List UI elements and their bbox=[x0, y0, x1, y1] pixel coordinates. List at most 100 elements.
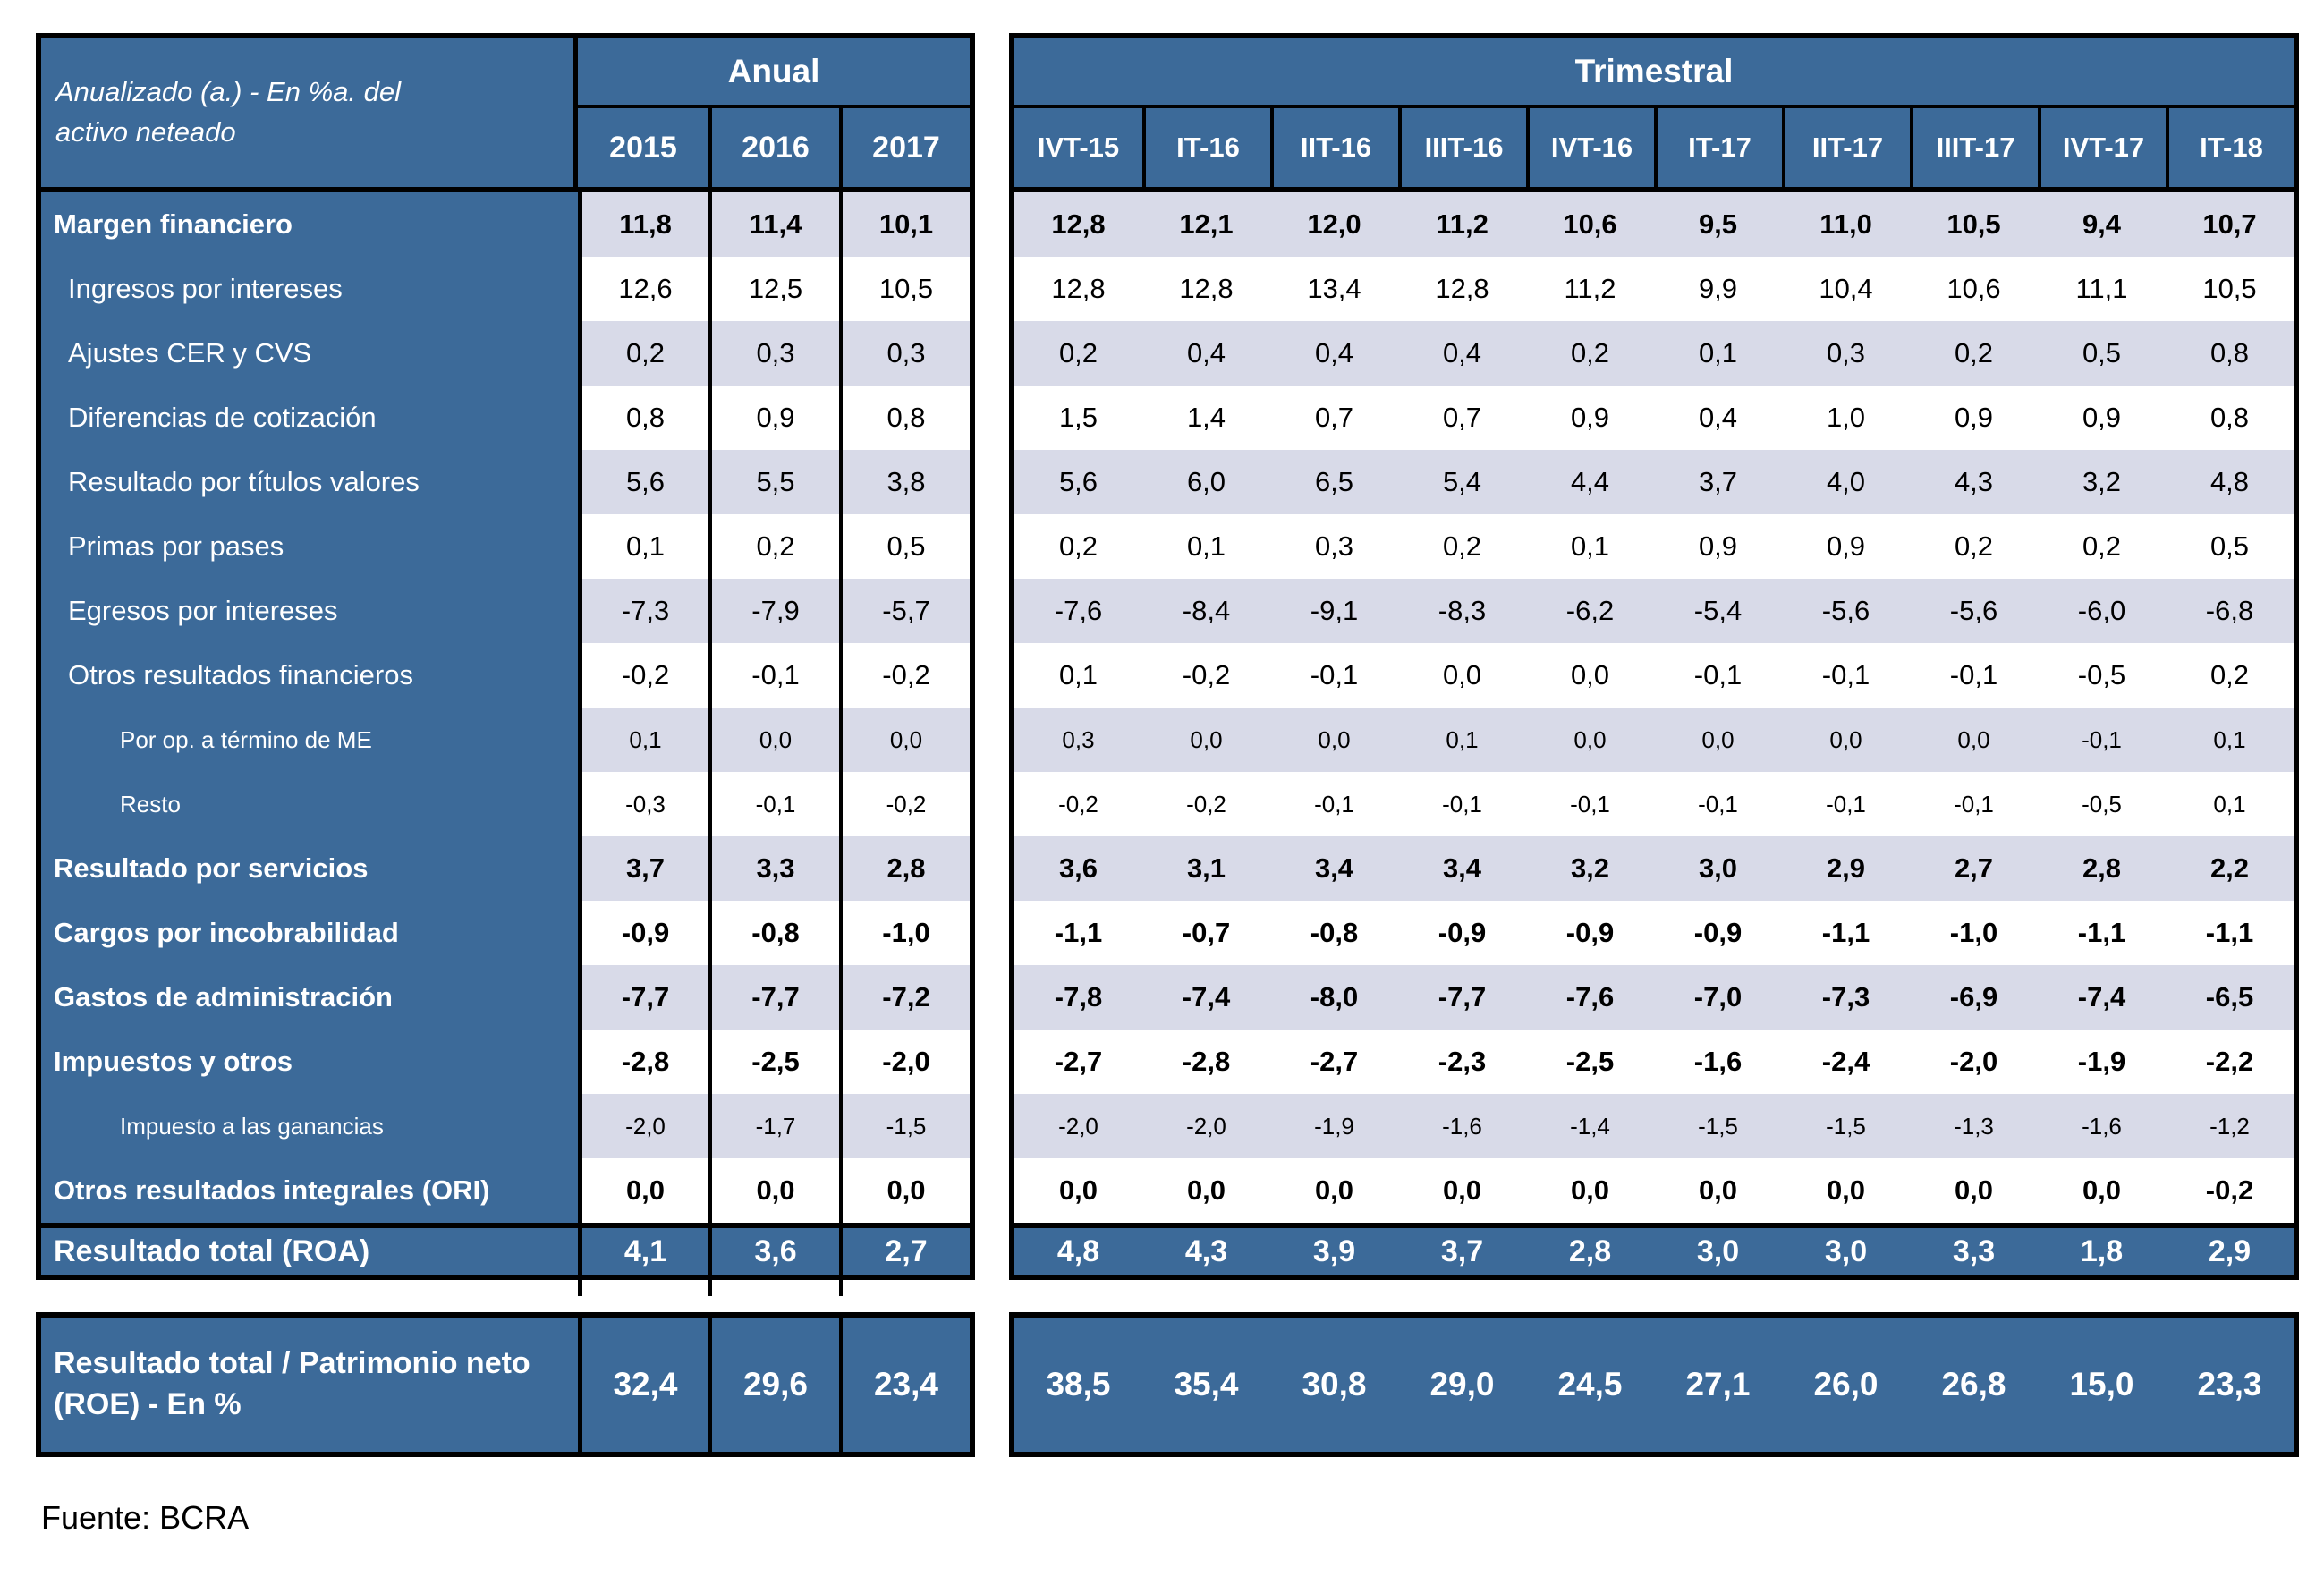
value-cell: 3,7 bbox=[578, 836, 708, 901]
value-cell: -2,5 bbox=[1526, 1030, 1654, 1094]
quarter-column-header: IIT-16 bbox=[1270, 108, 1398, 187]
value-cell: 3,8 bbox=[839, 450, 970, 514]
quarterly-table-block: Trimestral IVT-15 IT-16 IIT-16 IIIT-16 IVT-16… bbox=[1009, 33, 2299, 1457]
value-cell: 0,0 bbox=[839, 708, 970, 772]
year-column-header: 2017 bbox=[839, 108, 970, 187]
value-cell: -1,7 bbox=[708, 1094, 839, 1158]
value-cell: -0,1 bbox=[1782, 772, 1910, 836]
value-cell: 4,3 bbox=[1910, 450, 2038, 514]
value-cell: 12,6 bbox=[578, 257, 708, 321]
value-cell: -7,2 bbox=[839, 965, 970, 1030]
value-cell: 0,9 bbox=[1782, 514, 1910, 579]
value-cell: 3,2 bbox=[1526, 836, 1654, 901]
table-row: Resto -0,3 -0,1 -0,2 bbox=[41, 772, 970, 836]
roe-total-row: Resultado total / Patrimonio neto (ROE) … bbox=[41, 1318, 970, 1452]
value-cell: 0,4 bbox=[1142, 321, 1270, 386]
value-cell: 0,1 bbox=[1014, 643, 1142, 708]
table-row: Resultado por servicios 3,7 3,3 2,8 bbox=[41, 836, 970, 901]
value-cell: 0,2 bbox=[1014, 321, 1142, 386]
value-cell: 0,0 bbox=[1526, 708, 1654, 772]
value-cell: -6,5 bbox=[2166, 965, 2294, 1030]
value-cell: 11,2 bbox=[1526, 257, 1654, 321]
value-cell: 0,0 bbox=[1142, 708, 1270, 772]
value-cell: 2,7 bbox=[1910, 836, 2038, 901]
value-cell: 3,7 bbox=[1654, 450, 1782, 514]
separator-strip bbox=[36, 1280, 975, 1296]
value-cell: 0,2 bbox=[2038, 514, 2166, 579]
value-cell: 0,2 bbox=[1398, 514, 1526, 579]
value-cell: -0,1 bbox=[1654, 772, 1782, 836]
value-cell: -0,2 bbox=[1142, 772, 1270, 836]
total-value-cell: 4,1 bbox=[578, 1228, 708, 1275]
value-cell: 0,3 bbox=[1014, 708, 1142, 772]
table-row: 3,6 3,1 3,4 3,4 3,2 3,0 2,9 2,7 2,8 2,2 bbox=[1014, 836, 2294, 901]
value-cell: 12,5 bbox=[708, 257, 839, 321]
value-cell: 9,9 bbox=[1654, 257, 1782, 321]
total-value-cell: 3,3 bbox=[1910, 1228, 2038, 1275]
value-cell: 6,5 bbox=[1270, 450, 1398, 514]
table-row: -1,1 -0,7 -0,8 -0,9 -0,9 -0,9 -1,1 -1,0 -1,1 -1,1 bbox=[1014, 901, 2294, 965]
value-cell: 0,1 bbox=[578, 514, 708, 579]
value-cell: -2,5 bbox=[708, 1030, 839, 1094]
total-value-cell: 3,0 bbox=[1782, 1228, 1910, 1275]
table-row: 0,1 -0,2 -0,1 0,0 0,0 -0,1 -0,1 -0,1 -0,5 0,2 bbox=[1014, 643, 2294, 708]
table-row: 0,2 0,4 0,4 0,4 0,2 0,1 0,3 0,2 0,5 0,8 bbox=[1014, 321, 2294, 386]
value-cell: -1,1 bbox=[1782, 901, 1910, 965]
value-cell: -0,1 bbox=[1398, 772, 1526, 836]
value-cell: -0,2 bbox=[1142, 643, 1270, 708]
table-row: 5,6 6,0 6,5 5,4 4,4 3,7 4,0 4,3 3,2 4,8 bbox=[1014, 450, 2294, 514]
value-cell: 0,9 bbox=[2038, 386, 2166, 450]
value-cell: 12,1 bbox=[1142, 192, 1270, 257]
total-value-cell: 3,7 bbox=[1398, 1228, 1526, 1275]
total-value-cell: 30,8 bbox=[1270, 1318, 1398, 1452]
value-cell: 0,0 bbox=[1526, 643, 1654, 708]
table-row: Impuesto a las ganancias -2,0 -1,7 -1,5 bbox=[41, 1094, 970, 1158]
annual-header: Anualizado (a.) - En %a. del activo nete… bbox=[41, 38, 970, 192]
table-row: 12,8 12,1 12,0 11,2 10,6 9,5 11,0 10,5 9,4 10,7 bbox=[1014, 192, 2294, 257]
value-cell: 0,1 bbox=[2166, 708, 2294, 772]
value-cell: -8,4 bbox=[1142, 579, 1270, 643]
corner-header-label: Anualizado (a.) - En %a. del activo nete… bbox=[55, 76, 401, 148]
table-row: -2,7 -2,8 -2,7 -2,3 -2,5 -1,6 -2,4 -2,0 -1,9 -2,2 bbox=[1014, 1030, 2294, 1094]
value-cell: 12,8 bbox=[1014, 192, 1142, 257]
value-cell: -7,6 bbox=[1014, 579, 1142, 643]
table-blocks: Anualizado (a.) - En %a. del activo nete… bbox=[36, 33, 2299, 1457]
value-cell: -8,3 bbox=[1398, 579, 1526, 643]
value-cell: 3,2 bbox=[2038, 450, 2166, 514]
value-cell: -6,8 bbox=[2166, 579, 2294, 643]
value-cell: 0,0 bbox=[1654, 708, 1782, 772]
table-row: -0,2 -0,2 -0,1 -0,1 -0,1 -0,1 -0,1 -0,1 -0,5 0,1 bbox=[1014, 772, 2294, 836]
value-cell: 0,3 bbox=[708, 321, 839, 386]
value-cell: -1,5 bbox=[839, 1094, 970, 1158]
value-cell: 1,4 bbox=[1142, 386, 1270, 450]
value-cell: -7,0 bbox=[1654, 965, 1782, 1030]
value-cell: 1,0 bbox=[1782, 386, 1910, 450]
value-cell: -0,1 bbox=[1910, 643, 2038, 708]
quarter-column-header: IT-16 bbox=[1142, 108, 1270, 187]
value-cell: 0,1 bbox=[1654, 321, 1782, 386]
value-cell: 0,9 bbox=[1526, 386, 1654, 450]
value-cell: -1,1 bbox=[2038, 901, 2166, 965]
separator-strip bbox=[1009, 1280, 2299, 1296]
value-cell: -2,2 bbox=[2166, 1030, 2294, 1094]
table-row: Ingresos por intereses 12,6 12,5 10,5 bbox=[41, 257, 970, 321]
value-cell: -1,1 bbox=[1014, 901, 1142, 965]
value-cell: -7,4 bbox=[2038, 965, 2166, 1030]
row-label: Egresos por intereses bbox=[41, 579, 578, 643]
value-cell: 13,4 bbox=[1270, 257, 1398, 321]
value-cell: -7,7 bbox=[578, 965, 708, 1030]
value-cell: 2,9 bbox=[1782, 836, 1910, 901]
value-cell: -5,6 bbox=[1782, 579, 1910, 643]
value-cell: -0,9 bbox=[578, 901, 708, 965]
value-cell: 0,1 bbox=[578, 708, 708, 772]
value-cell: 10,5 bbox=[839, 257, 970, 321]
value-cell: -2,3 bbox=[1398, 1030, 1526, 1094]
value-cell: 0,7 bbox=[1398, 386, 1526, 450]
roe-total-row: 38,5 35,4 30,8 29,0 24,5 27,1 26,0 26,8 15,0 23,3 bbox=[1014, 1318, 2294, 1452]
value-cell: -0,2 bbox=[839, 772, 970, 836]
total-value-cell: 1,8 bbox=[2038, 1228, 2166, 1275]
value-cell: -0,2 bbox=[839, 643, 970, 708]
value-cell: 0,0 bbox=[839, 1158, 970, 1223]
value-cell: 0,8 bbox=[2166, 386, 2294, 450]
